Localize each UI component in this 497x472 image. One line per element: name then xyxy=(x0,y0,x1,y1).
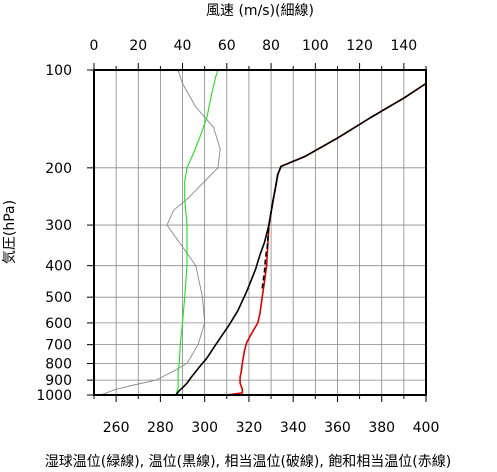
y-tick-label-300: 300 xyxy=(45,218,72,234)
y-tick-label-400: 400 xyxy=(45,259,72,275)
series-theta-es-line xyxy=(226,82,427,396)
x-tick-label-380: 380 xyxy=(368,420,395,436)
y-tick-label-1000: 1000 xyxy=(36,388,72,404)
y-tick-label-100: 100 xyxy=(45,63,72,79)
top-tick-label-0: 0 xyxy=(90,38,99,54)
horizontal-gridlines xyxy=(94,69,426,396)
y-tick-label-700: 700 xyxy=(45,338,72,354)
top-axis-ticks: 0 20 40 60 80 100 120 140 xyxy=(90,38,427,70)
top-tick-label-140: 140 xyxy=(390,38,417,54)
series-theta-e-line xyxy=(261,166,282,289)
x-tick-label-320: 320 xyxy=(236,420,263,436)
top-tick-label-100: 100 xyxy=(302,38,329,54)
y-tick-label-200: 200 xyxy=(45,161,72,177)
top-tick-label-60: 60 xyxy=(218,38,236,54)
top-axis-title: 風速 (m/s)(細線) xyxy=(206,3,314,19)
x-tick-label-340: 340 xyxy=(280,420,307,436)
x-tick-label-400: 400 xyxy=(413,420,440,436)
vertical-gridlines xyxy=(115,70,405,395)
y-tick-label-600: 600 xyxy=(45,316,72,332)
x-tick-label-360: 360 xyxy=(324,420,351,436)
top-tick-label-20: 20 xyxy=(129,38,147,54)
x-tick-label-280: 280 xyxy=(147,420,174,436)
y-tick-label-800: 800 xyxy=(45,357,72,373)
x-axis-title: 湿球温位(緑線), 温位(黒線), 相当温位(破線), 飽和相当温位(赤線) xyxy=(45,453,451,470)
plot-frame xyxy=(93,69,427,396)
y-axis-title: 気圧(hPa) xyxy=(2,200,18,264)
series-wet-bulb-line xyxy=(175,69,219,396)
y-tick-label-500: 500 xyxy=(45,290,72,306)
top-tick-label-120: 120 xyxy=(346,38,373,54)
bottom-axis-ticks: 260 280 300 320 340 360 380 400 xyxy=(93,395,440,436)
x-tick-label-300: 300 xyxy=(191,420,218,436)
x-tick-label-260: 260 xyxy=(103,420,130,436)
series-theta-line xyxy=(175,82,427,396)
top-tick-label-80: 80 xyxy=(262,38,280,54)
top-tick-label-40: 40 xyxy=(174,38,192,54)
y-tick-label-900: 900 xyxy=(45,373,72,389)
series-wind-line xyxy=(100,69,221,396)
series-layer xyxy=(100,69,427,396)
